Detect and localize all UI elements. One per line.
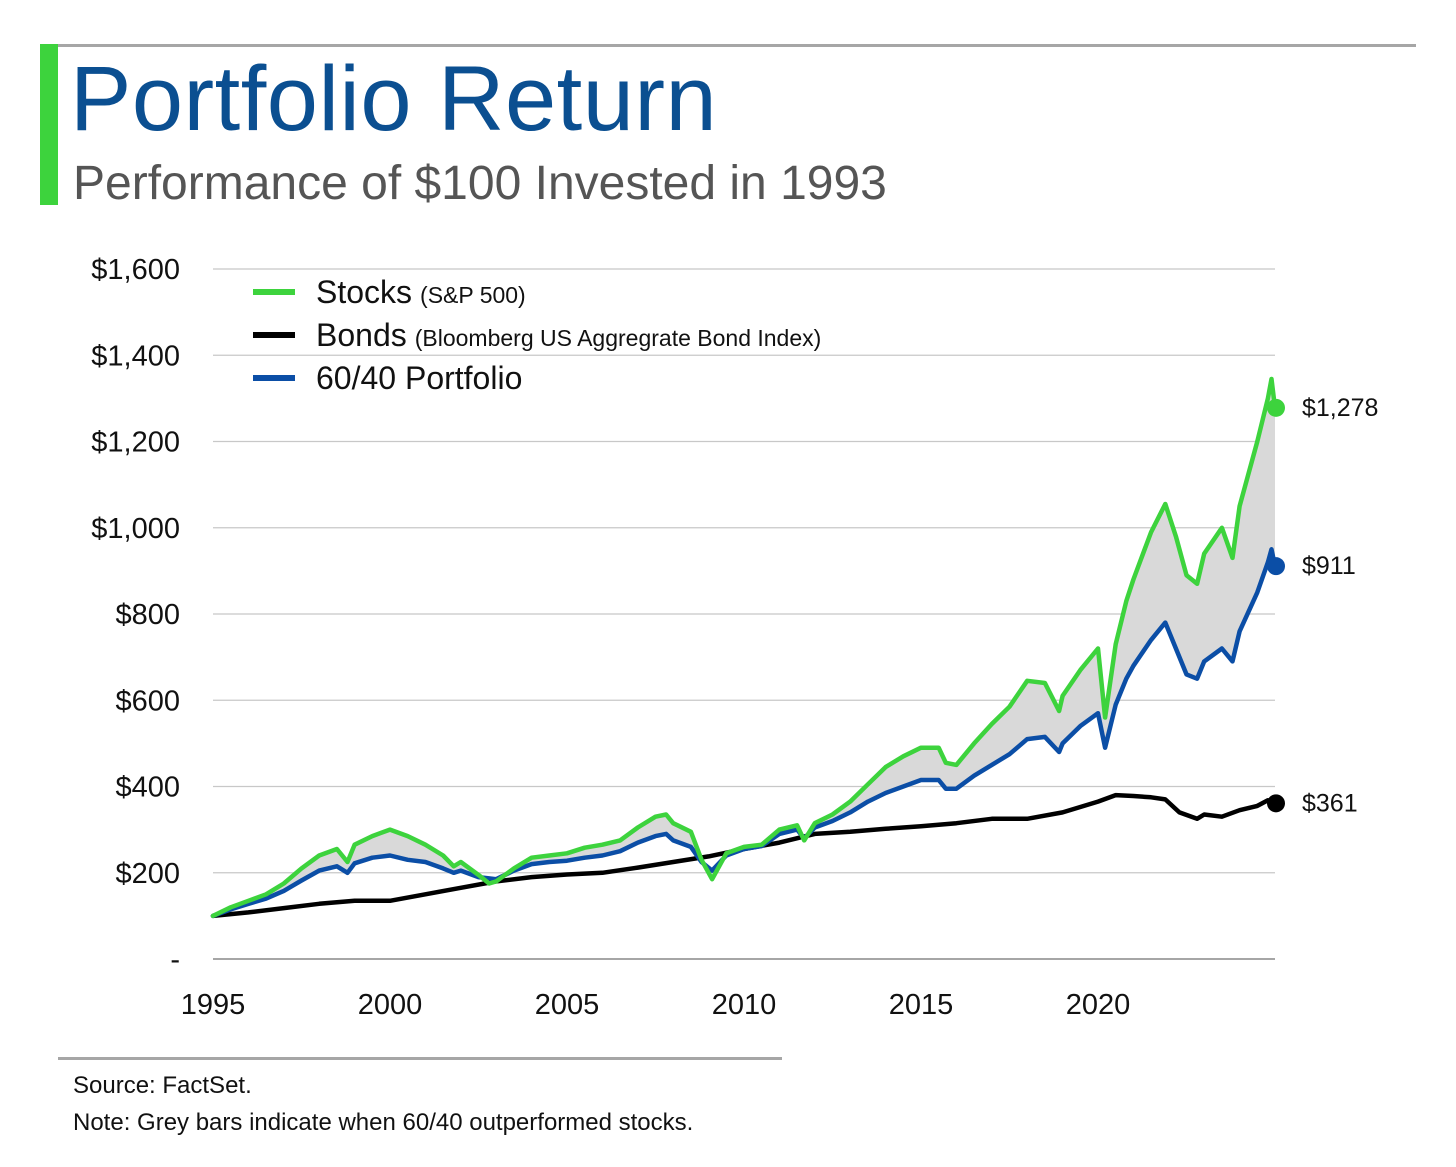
y-tick-label: $200 bbox=[115, 858, 180, 890]
x-tick-label: 2010 bbox=[712, 989, 777, 1021]
title-accent-bar bbox=[40, 44, 58, 205]
y-tick-label: $1,400 bbox=[91, 340, 180, 372]
bonds-end-marker bbox=[1267, 794, 1285, 813]
bonds-end-value-label: $361 bbox=[1302, 789, 1358, 817]
end-value-markers: $1,278 $911 $361 bbox=[1267, 394, 1378, 817]
footer-divider bbox=[58, 1057, 782, 1060]
y-tick-label: - bbox=[170, 944, 180, 976]
x-tick-label: 2015 bbox=[889, 989, 954, 1021]
y-tick-label: $400 bbox=[115, 772, 180, 804]
portfolio-end-marker bbox=[1267, 557, 1285, 576]
stocks-legend-label: Stocks (S&P 500) bbox=[316, 274, 526, 310]
portfolio-legend-label: 60/40 Portfolio bbox=[316, 360, 522, 396]
y-tick-label: $1,600 bbox=[91, 254, 180, 286]
page-subtitle: Performance of $100 Invested in 1993 bbox=[73, 157, 887, 210]
y-tick-label: $600 bbox=[115, 685, 180, 717]
outperformance-band bbox=[213, 379, 1275, 916]
footnote: Note: Grey bars indicate when 60/40 outp… bbox=[73, 1109, 694, 1136]
portfolio-series-line bbox=[210, 547, 1278, 919]
x-tick-label: 2020 bbox=[1066, 989, 1131, 1021]
source-note: Source: FactSet. bbox=[73, 1072, 252, 1099]
stocks-end-value-label: $1,278 bbox=[1302, 394, 1378, 422]
stocks-series-line bbox=[210, 376, 1278, 919]
stocks-end-marker bbox=[1267, 398, 1285, 417]
x-axis-ticks: 1995 2000 2005 2010 2015 2020 bbox=[181, 989, 1131, 1021]
bonds-series-line bbox=[210, 792, 1278, 919]
portfolio-end-value-label: $911 bbox=[1302, 552, 1356, 580]
y-tick-label: $800 bbox=[115, 599, 180, 631]
y-tick-label: $1,000 bbox=[91, 513, 180, 545]
x-tick-label: 2000 bbox=[358, 989, 423, 1021]
top-divider bbox=[58, 44, 1416, 47]
y-tick-label: $1,200 bbox=[91, 427, 180, 459]
series-lines bbox=[210, 376, 1278, 919]
gridlines bbox=[213, 268, 1275, 874]
legend: Stocks (S&P 500) Bonds (Bloomberg US Aggreg… bbox=[253, 274, 821, 396]
x-tick-label: 2005 bbox=[535, 989, 600, 1021]
page-title: Portfolio Return bbox=[70, 48, 718, 150]
bonds-legend-label: Bonds (Bloomberg US Aggregrate Bond Index… bbox=[316, 317, 821, 353]
y-axis-ticks: - $200 $400 $600 $800 $1,000 $1,200 $1,400 $1,60… bbox=[91, 254, 180, 976]
x-tick-label: 1995 bbox=[181, 989, 246, 1021]
